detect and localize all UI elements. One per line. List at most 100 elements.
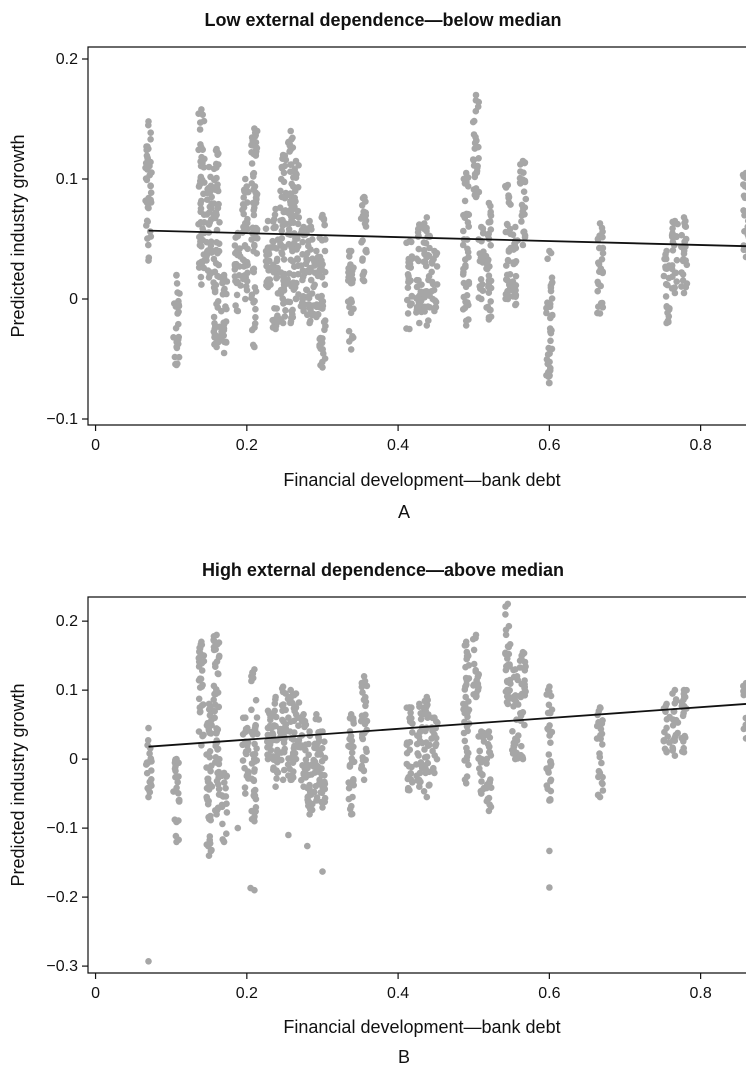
data-point	[507, 201, 514, 208]
data-point	[507, 271, 514, 278]
data-point	[548, 250, 555, 257]
data-point	[502, 603, 509, 610]
data-point	[305, 741, 312, 748]
data-point	[251, 778, 258, 785]
data-point	[281, 170, 288, 177]
data-point	[598, 760, 605, 767]
data-point	[322, 269, 329, 276]
x-tick-label: 0.2	[236, 437, 258, 454]
data-point	[460, 266, 467, 273]
panel-label: B	[398, 1047, 410, 1067]
data-point	[299, 713, 306, 720]
data-point	[512, 224, 519, 231]
data-point	[304, 794, 311, 801]
data-point	[322, 281, 329, 288]
data-point	[319, 790, 326, 797]
data-point-outlier	[546, 884, 553, 891]
data-point	[211, 683, 218, 690]
data-point	[363, 746, 370, 753]
data-point	[208, 847, 215, 854]
data-point	[251, 768, 258, 775]
data-point	[144, 165, 151, 172]
data-point	[251, 343, 258, 350]
data-point	[475, 681, 482, 688]
data-point	[148, 776, 155, 783]
data-point-outlier	[251, 887, 258, 894]
data-point	[669, 690, 676, 697]
data-point	[249, 327, 256, 334]
data-point	[548, 777, 555, 784]
data-point	[250, 792, 257, 799]
data-point	[683, 687, 690, 694]
data-point	[466, 211, 473, 218]
data-point	[270, 262, 277, 269]
x-tick-label: 0.8	[689, 985, 711, 1002]
data-point	[240, 211, 247, 218]
data-point	[198, 676, 205, 683]
data-point	[475, 155, 482, 162]
data-point	[471, 661, 478, 668]
data-point	[485, 732, 492, 739]
data-point	[662, 254, 669, 261]
data-point	[521, 681, 528, 688]
data-point	[272, 700, 279, 707]
data-point	[465, 302, 472, 309]
data-point	[248, 149, 255, 156]
data-point	[146, 172, 153, 179]
data-point	[421, 250, 428, 257]
data-point	[253, 144, 260, 151]
x-tick-label: 0	[91, 437, 100, 454]
data-point	[350, 777, 357, 784]
data-point	[144, 218, 151, 225]
y-tick-label: 0.1	[56, 171, 78, 188]
data-point	[249, 138, 256, 145]
data-point	[173, 325, 180, 332]
data-point	[277, 317, 284, 324]
data-point	[176, 797, 183, 804]
data-point	[424, 794, 431, 801]
data-point	[309, 236, 316, 243]
data-point	[254, 235, 261, 242]
data-point	[201, 156, 208, 163]
data-point	[147, 182, 154, 189]
data-point	[288, 181, 295, 188]
data-point	[282, 307, 289, 314]
data-point	[278, 757, 285, 764]
data-point	[428, 269, 435, 276]
data-point	[545, 687, 552, 694]
data-point	[280, 777, 287, 784]
data-point	[663, 303, 670, 310]
data-point	[321, 738, 328, 745]
data-point	[510, 293, 517, 300]
data-point	[350, 264, 357, 271]
data-point	[424, 214, 431, 221]
data-point	[291, 240, 298, 247]
data-point	[478, 276, 485, 283]
data-point	[290, 314, 297, 321]
data-point	[300, 274, 307, 281]
data-point	[545, 726, 552, 733]
data-point	[465, 653, 472, 660]
data-point	[433, 299, 440, 306]
data-point	[521, 188, 528, 195]
data-point	[350, 718, 357, 725]
data-point	[543, 305, 550, 312]
data-point	[348, 296, 355, 303]
data-point	[199, 177, 206, 184]
data-point	[147, 136, 154, 143]
data-point	[204, 841, 211, 848]
y-tick-label: −0.2	[46, 889, 78, 906]
data-point	[219, 804, 226, 811]
data-point	[232, 242, 239, 249]
data-point	[252, 183, 259, 190]
data-point	[487, 218, 494, 225]
data-point	[349, 794, 356, 801]
data-point	[597, 705, 604, 712]
data-point	[204, 797, 211, 804]
data-point	[429, 715, 436, 722]
data-point	[312, 758, 319, 765]
data-point	[210, 637, 217, 644]
data-point	[315, 311, 322, 318]
data-point	[286, 699, 293, 706]
data-point	[519, 212, 526, 219]
